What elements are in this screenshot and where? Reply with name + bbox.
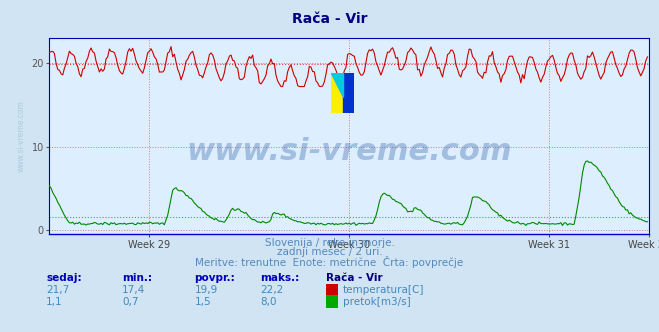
Text: temperatura[C]: temperatura[C] [343, 285, 424, 295]
Bar [331, 73, 343, 113]
Text: povpr.:: povpr.: [194, 273, 235, 283]
Text: min.:: min.: [122, 273, 152, 283]
Text: 1,5: 1,5 [194, 297, 211, 307]
Text: 17,4: 17,4 [122, 285, 145, 295]
Text: sedaj:: sedaj: [46, 273, 82, 283]
Text: Meritve: trenutne  Enote: metrične  Črta: povprečje: Meritve: trenutne Enote: metrične Črta: … [195, 256, 464, 268]
Text: Rača - Vir: Rača - Vir [292, 12, 367, 26]
Text: 1,1: 1,1 [46, 297, 63, 307]
Text: Slovenija / reke in morje.: Slovenija / reke in morje. [264, 238, 395, 248]
Text: 0,7: 0,7 [122, 297, 138, 307]
Text: www.si-vreme.com: www.si-vreme.com [17, 100, 26, 172]
Polygon shape [331, 73, 343, 97]
Text: www.si-vreme.com: www.si-vreme.com [186, 137, 512, 166]
Text: zadnji mesec / 2 uri.: zadnji mesec / 2 uri. [277, 247, 382, 257]
Text: 8,0: 8,0 [260, 297, 277, 307]
Bar [343, 73, 355, 113]
Text: 22,2: 22,2 [260, 285, 283, 295]
Text: 19,9: 19,9 [194, 285, 217, 295]
Text: maks.:: maks.: [260, 273, 300, 283]
Text: pretok[m3/s]: pretok[m3/s] [343, 297, 411, 307]
Text: Rača - Vir: Rača - Vir [326, 273, 383, 283]
Text: 21,7: 21,7 [46, 285, 69, 295]
